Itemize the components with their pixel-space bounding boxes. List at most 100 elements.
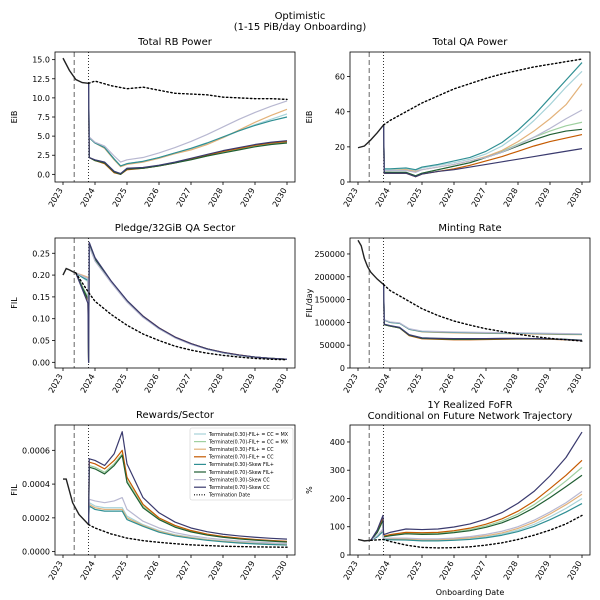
x-tick-label: 2025 xyxy=(111,560,129,582)
series-line-5 xyxy=(88,83,288,167)
x-tick-label: 2023 xyxy=(342,560,360,582)
x-tick-label: 2023 xyxy=(47,560,65,582)
x-tick-label: 2025 xyxy=(406,187,424,209)
x-tick-label: 2030 xyxy=(271,560,289,582)
x-tick-label: 2029 xyxy=(239,187,257,209)
series-line-8 xyxy=(370,431,583,541)
figure-title-line2: (1-15 PiB/day Onboarding) xyxy=(234,22,367,33)
y-tick-label: 0.25 xyxy=(32,249,50,258)
series-line-3 xyxy=(88,503,288,546)
y-tick-label: 100000 xyxy=(314,318,345,327)
plot-area xyxy=(62,238,288,368)
y-tick-label: 12.5 xyxy=(32,75,50,84)
y-tick-label: 150000 xyxy=(314,296,345,305)
x-tick-label: 2027 xyxy=(175,373,193,395)
y-tick-label: 40 xyxy=(335,108,345,117)
y-tick-label: 0.0002 xyxy=(22,514,50,523)
y-tick-label: 0 xyxy=(340,551,345,560)
x-tick-label: 2026 xyxy=(438,373,456,395)
series-line-7 xyxy=(370,490,583,541)
x-tick-label: 2029 xyxy=(239,373,257,395)
y-tick-label: 0 xyxy=(340,364,345,373)
axes-frame xyxy=(54,51,296,183)
y-tick-label: 0.00 xyxy=(32,358,50,367)
x-tick-label: 2024 xyxy=(79,373,97,395)
x-tick-label: 2024 xyxy=(374,373,392,395)
legend-entry-label: Terminate(0.70)-FIL+ = CC xyxy=(208,455,274,461)
y-tick-label: 5.0 xyxy=(37,132,50,141)
history-line xyxy=(62,57,89,85)
y-tick-label: 0.15 xyxy=(32,293,50,302)
series-line-4 xyxy=(88,449,288,542)
series-line-3 xyxy=(75,243,288,363)
legend-entry-label: Termination Date xyxy=(208,493,250,499)
y-tick-label: 400 xyxy=(330,438,345,447)
x-tick-label: 2029 xyxy=(239,560,257,582)
plot-area xyxy=(62,52,288,182)
plot-area xyxy=(357,238,583,368)
y-tick-label: 0 xyxy=(340,178,345,187)
panel-title: Pledge/32GiB QA Sector xyxy=(115,223,236,234)
series-line-5 xyxy=(88,505,288,546)
legend-entry-label: Terminate(0.30)-FIL+ = CC xyxy=(208,447,274,453)
x-tick-label: 2030 xyxy=(566,187,584,209)
figure-title-line1: Optimistic xyxy=(275,11,326,22)
panel-title-line2: Conditional on Future Network Trajectory xyxy=(368,411,573,422)
panels: Total RB Power 2023 2024 2025 2026 2027 2028 20… xyxy=(10,37,591,597)
series-line-1 xyxy=(75,243,288,363)
y-tick-label: 0.05 xyxy=(32,337,50,346)
series-line-6 xyxy=(88,83,288,175)
series-line-8 xyxy=(88,83,288,175)
series-line-7 xyxy=(88,83,288,163)
series-line-7 xyxy=(75,246,288,363)
series-line-6 xyxy=(383,124,583,177)
plot-area xyxy=(63,425,288,555)
x-tick-label: 2028 xyxy=(207,373,225,395)
x-tick-label: 2023 xyxy=(342,373,360,395)
series-line-3 xyxy=(383,284,583,336)
series-line-7 xyxy=(383,284,583,335)
x-tick-label: 2023 xyxy=(342,187,360,209)
x-tick-label: 2027 xyxy=(175,187,193,209)
x-tick-label: 2027 xyxy=(470,373,488,395)
y-tick-label: 300 xyxy=(330,466,345,475)
y-tick-label: 7.5 xyxy=(37,113,50,122)
series-line-5 xyxy=(383,284,583,335)
x-tick-label: 2026 xyxy=(143,560,161,582)
y-axis-label: EiB xyxy=(10,111,19,124)
legend-entry-label: Terminate(0.70)-Skew CC xyxy=(208,485,270,491)
y-tick-label: 0.0006 xyxy=(22,446,50,455)
y-axis-label: FIL xyxy=(10,484,19,496)
series-line-6 xyxy=(370,474,583,541)
series-line-6 xyxy=(88,454,288,543)
panel-title: Total RB Power xyxy=(137,37,213,48)
series-line-2 xyxy=(383,121,583,177)
x-tick-label: 2030 xyxy=(271,373,289,395)
series-line-8 xyxy=(75,241,288,363)
y-tick-label: 200000 xyxy=(314,273,345,282)
legend-entry-label: Terminate(0.30)-Skew FIL+ xyxy=(208,462,274,468)
y-axis-label: FIL xyxy=(10,297,19,309)
series-line-5 xyxy=(383,62,583,171)
x-tick-label: 2026 xyxy=(438,187,456,209)
chart-panel-4: Minting Rate 2023 2024 2025 2026 2027 2028 2029… xyxy=(305,223,591,395)
x-tick-label: 2025 xyxy=(406,560,424,582)
y-tick-label: 0.20 xyxy=(32,271,50,280)
termination-line xyxy=(382,283,583,342)
axes-frame xyxy=(349,237,591,369)
series-line-8 xyxy=(383,124,583,178)
series-line-6 xyxy=(75,243,288,363)
plot-area xyxy=(357,425,583,555)
y-tick-label: 50000 xyxy=(320,341,345,350)
x-tick-label: 2028 xyxy=(207,187,225,209)
series-line-1 xyxy=(383,70,583,172)
y-tick-label: 200 xyxy=(330,494,345,503)
x-tick-label: 2023 xyxy=(47,187,65,209)
x-tick-label: 2027 xyxy=(175,560,193,582)
chart-panel-2: Total QA Power 2023 2024 2025 2026 2027 2028 20… xyxy=(305,37,591,209)
history-line xyxy=(63,478,90,526)
axes-frame xyxy=(349,424,591,556)
termination-line xyxy=(87,80,288,101)
axes-frame xyxy=(349,51,591,183)
y-tick-label: 20 xyxy=(335,143,345,152)
